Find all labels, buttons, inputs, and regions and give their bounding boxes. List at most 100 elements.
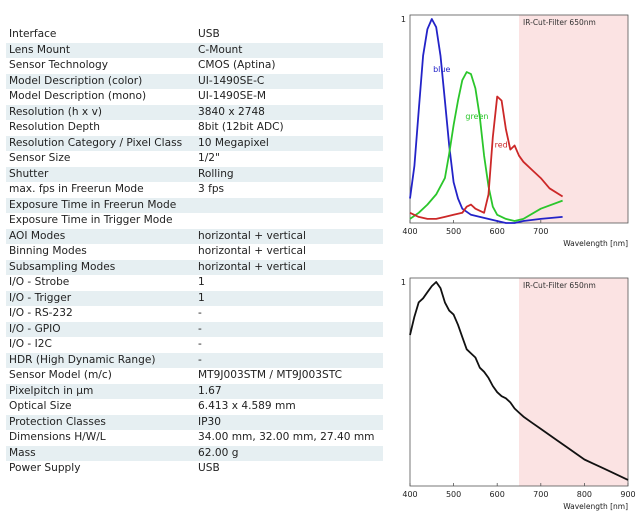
x-tick-label: 500 bbox=[446, 490, 461, 499]
spec-label: Pixelpitch in µm bbox=[6, 383, 195, 399]
spec-value: CMOS (Aptina) bbox=[195, 58, 383, 74]
spec-label: AOI Modes bbox=[6, 228, 195, 244]
spec-row: Lens Mount C-Mount bbox=[6, 42, 383, 58]
spec-value: UI-1490SE-C bbox=[195, 73, 383, 89]
spec-label: Dimensions H/W/L bbox=[6, 430, 195, 446]
spec-label: Resolution (h x v) bbox=[6, 104, 195, 120]
spec-row: Model Description (color) UI-1490SE-C bbox=[6, 73, 383, 89]
spec-label: Sensor Model (m/c) bbox=[6, 368, 195, 384]
spec-row: Dimensions H/W/L 34.00 mm, 32.00 mm, 27.4… bbox=[6, 430, 383, 446]
series-label-blue: blue bbox=[433, 65, 450, 74]
spec-row: Binning Modes horizontal + vertical bbox=[6, 244, 383, 260]
spec-row: Sensor Technology CMOS (Aptina) bbox=[6, 58, 383, 74]
spec-value: horizontal + vertical bbox=[195, 259, 383, 275]
spec-label: Model Description (mono) bbox=[6, 89, 195, 105]
spec-label: I/O - RS-232 bbox=[6, 306, 195, 322]
spec-value: - bbox=[195, 306, 383, 322]
spec-value: 1 bbox=[195, 275, 383, 291]
spec-label: Exposure Time in Freerun Mode bbox=[6, 197, 195, 213]
spec-table-body: Interface USB Lens Mount C-Mount Sensor Tech… bbox=[6, 27, 383, 477]
x-tick-label: 400 bbox=[402, 490, 417, 499]
spec-row: HDR (High Dynamic Range) - bbox=[6, 352, 383, 368]
spec-value: 1.67 bbox=[195, 383, 383, 399]
x-axis-label: Wavelength [nm] bbox=[563, 239, 628, 248]
x-tick-label: 500 bbox=[446, 227, 461, 236]
spec-label: Optical Size bbox=[6, 399, 195, 415]
spec-row: I/O - I2C - bbox=[6, 337, 383, 353]
spec-row: Shutter Rolling bbox=[6, 166, 383, 182]
spec-label: Binning Modes bbox=[6, 244, 195, 260]
spec-value: MT9J003STM / MT9J003STC bbox=[195, 368, 383, 384]
spec-value: horizontal + vertical bbox=[195, 228, 383, 244]
spectral-response-mono-chart: IR-Cut-Filter 650nm 1 400 500 600 700 800 900 Wa… bbox=[401, 277, 636, 511]
series-line-red bbox=[409, 95, 564, 220]
spec-value: Rolling bbox=[195, 166, 383, 182]
spec-label: max. fps in Freerun Mode bbox=[6, 182, 195, 198]
ir-cut-label: IR-Cut-Filter 650nm bbox=[523, 281, 596, 290]
ir-cut-region bbox=[519, 278, 628, 486]
spec-label: Power Supply bbox=[6, 461, 195, 477]
spec-value bbox=[195, 213, 383, 229]
spec-label: I/O - Strobe bbox=[6, 275, 195, 291]
spec-value: - bbox=[195, 321, 383, 337]
series-line-blue bbox=[409, 18, 563, 224]
spec-value: 1 bbox=[195, 290, 383, 306]
spec-label: Exposure Time in Trigger Mode bbox=[6, 213, 195, 229]
spec-row: Exposure Time in Freerun Mode bbox=[6, 197, 383, 213]
series-line-response bbox=[409, 281, 629, 481]
spec-value: IP30 bbox=[195, 414, 383, 430]
spec-row: max. fps in Freerun Mode 3 fps bbox=[6, 182, 383, 198]
spec-row: I/O - GPIO - bbox=[6, 321, 383, 337]
spec-value: - bbox=[195, 352, 383, 368]
spec-value bbox=[195, 197, 383, 213]
spec-value: 10 Megapixel bbox=[195, 135, 383, 151]
spec-label: Resolution Category / Pixel Class bbox=[6, 135, 195, 151]
ir-cut-label: IR-Cut-Filter 650nm bbox=[523, 18, 596, 27]
spec-label: Protection Classes bbox=[6, 414, 195, 430]
x-tick-label: 700 bbox=[533, 227, 548, 236]
ir-cut-region bbox=[519, 15, 628, 223]
spec-label: Lens Mount bbox=[6, 42, 195, 58]
spec-label: HDR (High Dynamic Range) bbox=[6, 352, 195, 368]
series-label-green: green bbox=[465, 112, 488, 121]
spec-value: - bbox=[195, 337, 383, 353]
spec-value: 6.413 x 4.589 mm bbox=[195, 399, 383, 415]
spec-row: Resolution Category / Pixel Class 10 Mega… bbox=[6, 135, 383, 151]
spec-row: Pixelpitch in µm 1.67 bbox=[6, 383, 383, 399]
spec-value: C-Mount bbox=[195, 42, 383, 58]
y-tick-label: 1 bbox=[401, 15, 406, 24]
series-label-red: red bbox=[495, 141, 508, 150]
spec-row: Power Supply USB bbox=[6, 461, 383, 477]
x-tick-label: 700 bbox=[533, 490, 548, 499]
x-tick-label: 600 bbox=[490, 490, 505, 499]
spec-label: Model Description (color) bbox=[6, 73, 195, 89]
x-tick-label: 400 bbox=[402, 227, 417, 236]
spec-value: 1/2" bbox=[195, 151, 383, 167]
spec-row: Mass 62.00 g bbox=[6, 445, 383, 461]
spec-row: I/O - Strobe 1 bbox=[6, 275, 383, 291]
plot-frame bbox=[409, 14, 629, 224]
spec-value: 62.00 g bbox=[195, 445, 383, 461]
spec-row: AOI Modes horizontal + vertical bbox=[6, 228, 383, 244]
spec-label: I/O - I2C bbox=[6, 337, 195, 353]
spec-label: Resolution Depth bbox=[6, 120, 195, 136]
spec-value: horizontal + vertical bbox=[195, 244, 383, 260]
spec-row: Optical Size 6.413 x 4.589 mm bbox=[6, 399, 383, 415]
x-tick-label: 600 bbox=[490, 227, 505, 236]
spec-row: Model Description (mono) UI-1490SE-M bbox=[6, 89, 383, 105]
spec-row: Resolution Depth 8bit (12bit ADC) bbox=[6, 120, 383, 136]
spec-value: USB bbox=[195, 27, 383, 43]
spec-label: I/O - GPIO bbox=[6, 321, 195, 337]
spec-value: 8bit (12bit ADC) bbox=[195, 120, 383, 136]
spec-table: Interface USB Lens Mount C-Mount Sensor Tech… bbox=[6, 27, 383, 477]
spec-row: Sensor Model (m/c) MT9J003STM / MT9J003ST… bbox=[6, 368, 383, 384]
x-axis-label: Wavelength [nm] bbox=[563, 502, 628, 511]
spec-row: Exposure Time in Trigger Mode bbox=[6, 213, 383, 229]
spec-label: Interface bbox=[6, 27, 195, 43]
spec-value: 34.00 mm, 32.00 mm, 27.40 mm bbox=[195, 430, 383, 446]
spec-label: Sensor Technology bbox=[6, 58, 195, 74]
spec-value: UI-1490SE-M bbox=[195, 89, 383, 105]
spec-label: Sensor Size bbox=[6, 151, 195, 167]
spec-label: Shutter bbox=[6, 166, 195, 182]
spec-label: Subsampling Modes bbox=[6, 259, 195, 275]
